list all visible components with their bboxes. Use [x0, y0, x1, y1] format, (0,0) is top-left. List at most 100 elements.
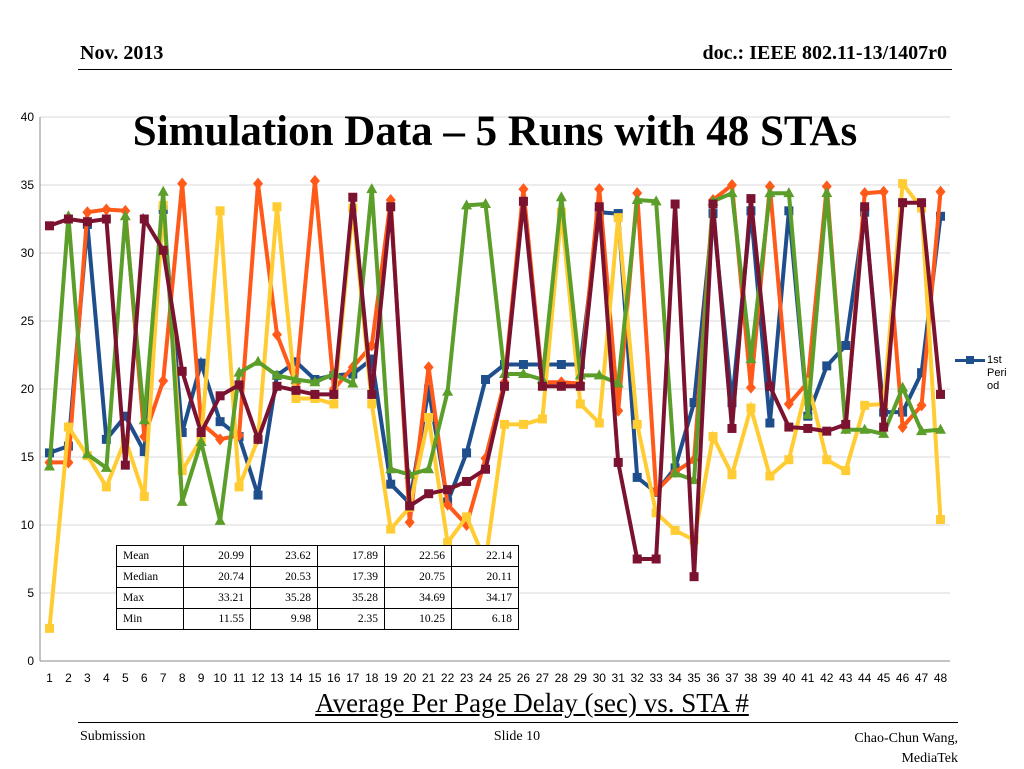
data-point	[424, 384, 434, 394]
y-tick-label: 10	[21, 518, 35, 532]
data-point	[670, 525, 680, 535]
legend-label: 1st Period	[987, 354, 1007, 392]
data-point	[481, 374, 491, 384]
data-point	[593, 369, 605, 380]
data-point	[632, 554, 642, 564]
x-tick-label: 37	[725, 671, 739, 685]
data-point	[309, 376, 321, 387]
x-tick-label: 4	[103, 671, 110, 685]
x-tick-label: 1	[46, 671, 53, 685]
data-point	[783, 187, 795, 198]
x-tick-label: 20	[403, 671, 417, 685]
data-point	[158, 245, 168, 255]
stats-row-min: Min 11.55 9.98 2.35 10.25 6.18	[116, 608, 519, 630]
data-point	[253, 177, 264, 190]
x-tick-label: 8	[179, 671, 186, 685]
data-point	[688, 474, 700, 485]
data-point	[803, 377, 813, 387]
data-point	[745, 381, 756, 394]
data-point	[101, 214, 111, 224]
data-point	[423, 361, 434, 374]
data-point	[517, 368, 529, 379]
stats-row-label: Max	[116, 587, 184, 609]
data-point	[822, 361, 832, 371]
footer-slide-number: Slide 10	[493, 729, 541, 744]
legend-series-marker-icon	[955, 354, 985, 367]
data-point	[386, 479, 396, 489]
data-point	[481, 464, 491, 474]
stats-cell: 20.11	[451, 566, 519, 588]
footer-author-name: Chao-Chun Wang,	[854, 731, 958, 746]
x-tick-label: 19	[384, 671, 398, 685]
data-point	[575, 381, 585, 391]
data-point	[119, 210, 131, 221]
x-tick-label: 9	[198, 671, 205, 685]
stats-cell: 10.25	[384, 608, 452, 630]
data-point	[650, 195, 662, 206]
x-tick-label: 15	[308, 671, 322, 685]
footer-author-company: MediaTek	[901, 751, 958, 766]
data-point	[120, 460, 130, 470]
data-point	[291, 394, 301, 404]
data-point	[176, 495, 188, 506]
x-tick-label: 34	[668, 671, 682, 685]
data-point	[670, 199, 680, 209]
data-point	[272, 381, 282, 391]
data-point	[860, 400, 870, 410]
x-tick-label: 41	[801, 671, 815, 685]
data-point	[404, 516, 415, 529]
data-point	[443, 485, 453, 495]
statistics-table: Mean 20.99 23.62 17.89 22.56 22.14 Median 20.74…	[116, 545, 519, 630]
x-tick-label: 24	[479, 671, 493, 685]
footer-submission: Submission	[80, 729, 146, 744]
data-point	[196, 358, 206, 368]
data-point	[916, 425, 928, 436]
y-tick-label: 5	[27, 586, 34, 600]
stats-row-median: Median 20.74 20.53 17.39 20.75 20.11	[116, 566, 519, 588]
series-5	[44, 192, 946, 582]
stats-cell: 22.14	[451, 545, 519, 567]
data-point	[195, 436, 207, 447]
x-tick-label: 47	[915, 671, 929, 685]
stats-cell: 34.17	[451, 587, 519, 609]
data-point	[139, 447, 149, 457]
data-point	[101, 203, 112, 216]
data-point	[708, 432, 718, 442]
data-point	[215, 417, 225, 427]
slide-title: Simulation Data – 5 Runs with 48 STAs	[132, 108, 858, 155]
data-point	[841, 466, 851, 476]
x-tick-label: 31	[612, 671, 626, 685]
data-point	[936, 211, 946, 221]
stats-cell: 2.35	[317, 608, 385, 630]
chart-legend: 1st Period	[955, 354, 1011, 393]
footer-divider	[78, 722, 958, 723]
series-4	[43, 183, 947, 525]
x-tick-label: 48	[934, 671, 948, 685]
y-tick-label: 30	[21, 246, 35, 260]
data-point	[253, 434, 263, 444]
data-point	[613, 457, 623, 467]
data-point	[822, 426, 832, 436]
x-tick-label: 27	[536, 671, 550, 685]
stats-cell: 17.89	[317, 545, 385, 567]
data-point	[897, 421, 908, 434]
data-point	[518, 360, 528, 370]
data-point	[271, 369, 283, 380]
data-point	[100, 461, 112, 472]
x-tick-label: 12	[251, 671, 265, 685]
data-point	[366, 183, 378, 194]
x-tick-label: 14	[289, 671, 303, 685]
data-point	[215, 206, 225, 216]
data-point	[215, 391, 225, 401]
data-point	[348, 192, 358, 202]
stats-cell: 20.74	[183, 566, 251, 588]
data-point	[252, 355, 264, 366]
data-point	[44, 221, 54, 231]
data-point	[803, 423, 813, 433]
x-tick-label: 21	[422, 671, 436, 685]
data-point	[726, 179, 737, 191]
data-point	[480, 198, 492, 209]
series-line	[47, 188, 941, 522]
